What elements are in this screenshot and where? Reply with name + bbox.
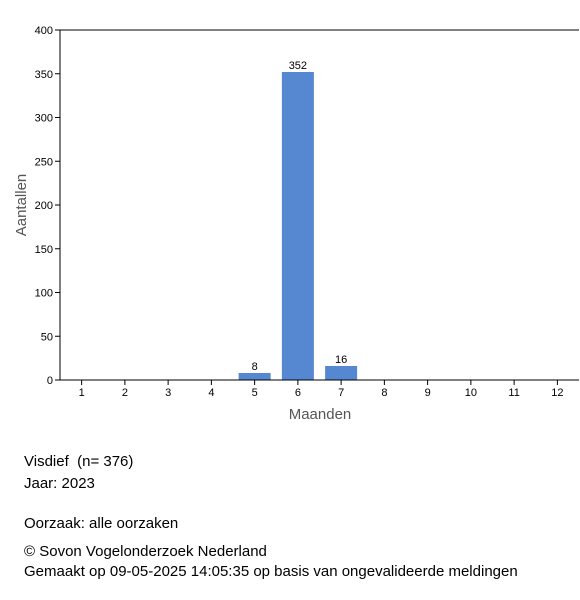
y-tick-label: 150 (35, 244, 53, 256)
y-axis-ticks: 0 50 100 150 200 250 300 350 400 (35, 25, 60, 387)
bar-data-labels: 8 352 16 (252, 60, 348, 373)
y-axis-title: Aantallen (13, 174, 30, 237)
year-text: Jaar: 2023 (24, 475, 95, 492)
x-tick-label: 6 (295, 387, 301, 399)
generated-text: Gemaakt op 09-05-2025 14:05:35 op basis … (24, 563, 518, 580)
y-tick-label: 300 (35, 113, 53, 125)
y-tick-label: 350 (35, 69, 53, 81)
data-label-month-5: 8 (252, 361, 258, 373)
data-label-month-7: 16 (335, 354, 347, 366)
cause-text: Oorzaak: alle oorzaken (24, 515, 179, 532)
bars (238, 72, 358, 380)
bar-month-5 (238, 373, 271, 380)
y-tick-label: 100 (35, 288, 53, 300)
bar-month-7 (325, 366, 358, 380)
x-tick-label: 1 (79, 387, 85, 399)
x-tick-label: 5 (252, 387, 258, 399)
y-tick-label: 200 (35, 200, 53, 212)
y-tick-label: 250 (35, 156, 53, 168)
y-tick-label: 50 (41, 331, 53, 343)
bar-month-6 (281, 72, 314, 380)
x-tick-label: 10 (465, 387, 477, 399)
data-label-month-6: 352 (289, 60, 307, 72)
x-tick-label: 8 (381, 387, 387, 399)
copyright-text: © Sovon Vogelonderzoek Nederland (24, 543, 267, 560)
x-tick-label: 4 (208, 387, 214, 399)
x-tick-label: 12 (551, 387, 563, 399)
x-tick-label: 9 (425, 387, 431, 399)
species-name: Visdief (24, 453, 69, 470)
x-tick-label: 7 (338, 387, 344, 399)
observation-count: (n= 376) (77, 453, 134, 470)
x-tick-label: 11 (508, 387, 519, 399)
x-axis-title: Maanden (289, 406, 352, 423)
x-axis-ticks: 1 2 3 4 5 6 7 8 9 10 11 12 (79, 380, 564, 399)
y-tick-label: 400 (35, 25, 53, 37)
x-tick-label: 2 (122, 387, 128, 399)
y-tick-label: 0 (47, 375, 53, 387)
species-line: Visdief (n= 376) (24, 452, 133, 472)
x-tick-label: 3 (165, 387, 171, 399)
